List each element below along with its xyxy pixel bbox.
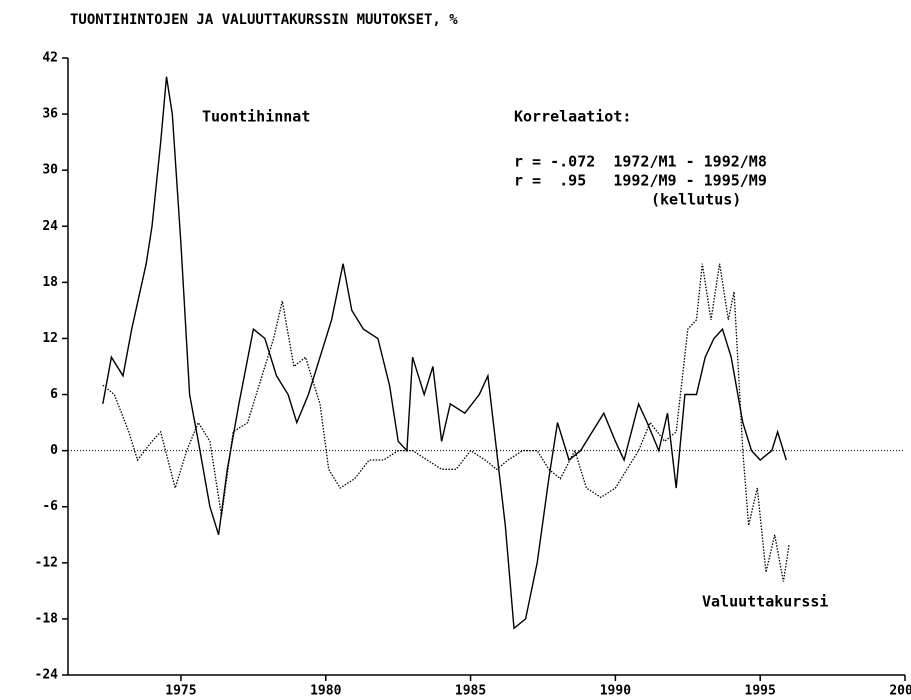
y-tick-label: 42 (42, 51, 58, 66)
y-tick-label: -24 (35, 668, 59, 683)
y-tick-label: -6 (42, 499, 58, 514)
series-line (102, 76, 787, 630)
annotation: Korrelaatiot: (514, 108, 631, 126)
y-tick-label: 12 (42, 331, 58, 346)
annotation: r = -.072 1972/M1 - 1992/M8 (514, 153, 767, 171)
x-tick-label: 2000 (889, 684, 911, 699)
series-label: Tuontihinnat (202, 108, 310, 126)
x-tick-label: 1985 (455, 684, 486, 699)
annotation: (kellutus) (651, 191, 741, 209)
chart-title: TUONTIHINTOJEN JA VALUUTTAKURSSIN MUUTOK… (70, 12, 458, 28)
x-tick-label: 1995 (745, 684, 776, 699)
y-tick-label: 18 (42, 275, 58, 290)
series-line (102, 263, 790, 582)
y-tick-label: 24 (42, 219, 58, 234)
x-tick-label: 1975 (165, 684, 196, 699)
y-tick-label: 36 (42, 107, 58, 122)
y-tick-label: -18 (35, 611, 59, 626)
x-tick-label: 1980 (310, 684, 341, 699)
y-tick-label: 30 (42, 163, 58, 178)
series-label: Valuuttakurssi (702, 593, 828, 611)
y-tick-label: -12 (35, 555, 58, 570)
y-tick-label: 6 (50, 387, 58, 402)
y-tick-label: 0 (50, 443, 58, 458)
x-tick-label: 1990 (600, 684, 631, 699)
annotation: r = .95 1992/M9 - 1995/M9 (514, 172, 767, 190)
